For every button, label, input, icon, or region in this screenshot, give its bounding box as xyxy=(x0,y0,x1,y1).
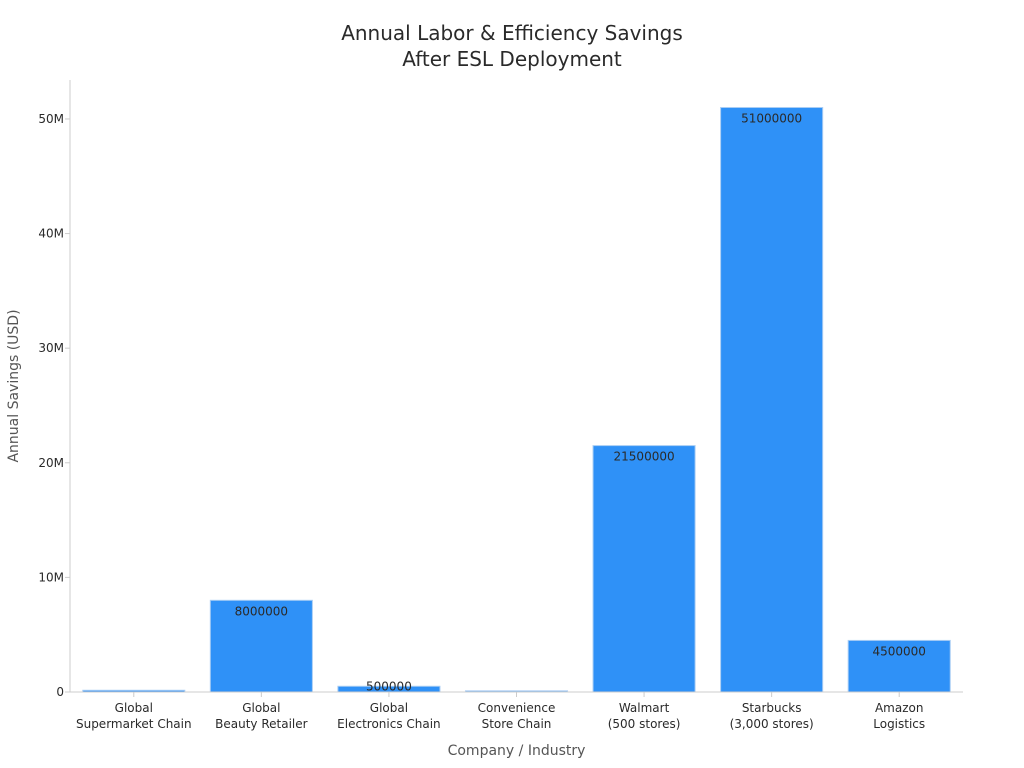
x-tick-label-0: Global Supermarket Chain xyxy=(76,701,192,731)
x-tick-label-line: Supermarket Chain xyxy=(76,717,192,731)
axes-layer xyxy=(65,80,963,697)
x-tick-label-1: Global Beauty Retailer xyxy=(215,701,307,731)
y-tick-label-5: 50M xyxy=(38,112,64,126)
bar-6 xyxy=(847,639,951,693)
data-label-6: 4500000 xyxy=(872,644,925,658)
y-tick-label-3: 30M xyxy=(38,341,64,355)
x-tick-label-3: Convenience Store Chain xyxy=(478,701,556,731)
chart-title-line-2: After ESL Deployment xyxy=(402,47,622,71)
x-tick-label-line: Global xyxy=(242,701,280,715)
x-tick-label-6: Amazon Logistics xyxy=(873,701,925,731)
bar-1 xyxy=(209,599,313,693)
x-tick-label-line: Global xyxy=(115,701,153,715)
data-label-2: 500000 xyxy=(366,679,412,693)
x-tick-label-line: (500 stores) xyxy=(608,717,681,731)
x-tick-label-2: Global Electronics Chain xyxy=(337,701,441,731)
data-label-5: 51000000 xyxy=(741,112,802,126)
x-tick-label-line: Starbucks xyxy=(742,701,802,715)
x-tick-label-line: Logistics xyxy=(873,717,925,731)
y-tick-label-2: 20M xyxy=(38,456,64,470)
y-tick-label-4: 40M xyxy=(38,227,64,241)
x-tick-label-line: (3,000 stores) xyxy=(730,717,814,731)
data-label-1: 8000000 xyxy=(235,604,288,618)
x-tick-label-line: Electronics Chain xyxy=(337,717,441,731)
chart-title: Annual Labor & Efficiency Savings After … xyxy=(0,20,1024,72)
x-tick-label-line: Convenience xyxy=(478,701,556,715)
data-label-4: 21500000 xyxy=(614,450,675,464)
x-tick-label-line: Walmart xyxy=(619,701,670,715)
x-axis-title: Company / Industry xyxy=(448,743,586,759)
bar-4 xyxy=(592,445,696,693)
x-tick-label-line: Global xyxy=(370,701,408,715)
x-tick-label-4: Walmart (500 stores) xyxy=(608,701,681,731)
x-tick-label-line: Store Chain xyxy=(482,717,552,731)
x-tick-label-5: Starbucks (3,000 stores) xyxy=(730,701,814,731)
bars-layer xyxy=(82,107,951,693)
y-tick-label-0: 0 xyxy=(56,685,64,699)
chart-title-line-1: Annual Labor & Efficiency Savings xyxy=(341,21,683,45)
x-tick-label-line: Beauty Retailer xyxy=(215,717,307,731)
labels-layer: Global Supermarket Chain Global Beauty Reta… xyxy=(38,112,926,731)
bar-5 xyxy=(720,107,824,693)
y-axis-title: Annual Savings (USD) xyxy=(6,309,22,462)
y-tick-label-1: 10M xyxy=(38,570,64,584)
x-tick-label-line: Amazon xyxy=(875,701,924,715)
